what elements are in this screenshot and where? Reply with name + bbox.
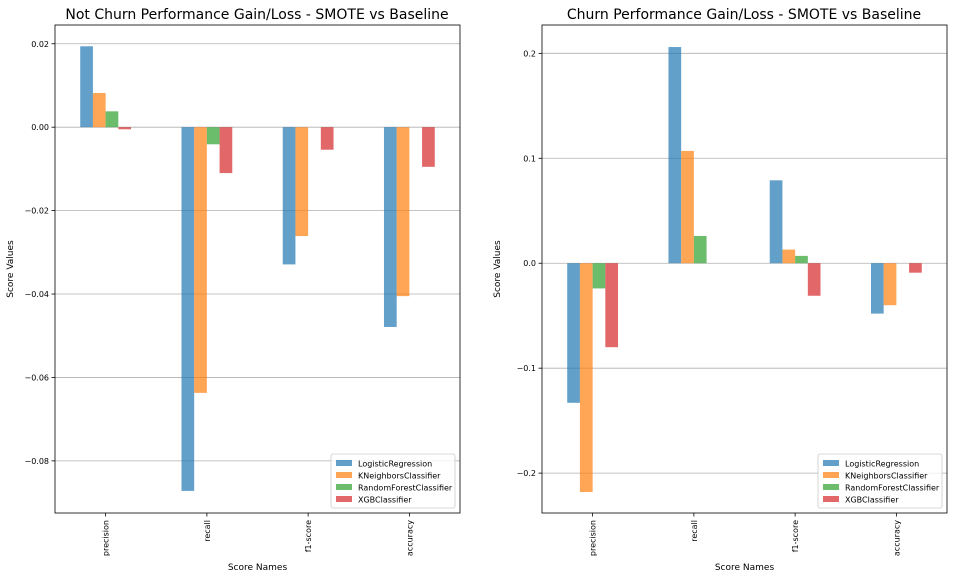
y-tick-label: 0.02: [31, 40, 49, 49]
bar-randomforestclassifier-recall: [693, 235, 707, 264]
bar-randomforestclassifier-f1-score: [795, 255, 808, 264]
y-tick-label: −0.04: [24, 290, 49, 299]
x-tick-label: precision: [589, 520, 598, 556]
x-axis-label: Score Names: [228, 563, 288, 573]
bar-xgbclassifier-precision: [118, 127, 132, 130]
bar-logisticregression-f1-score: [769, 180, 783, 264]
legend-label: LogisticRegression: [845, 460, 919, 469]
chart-title: Churn Performance Gain/Loss - SMOTE vs B…: [567, 7, 921, 23]
legend-swatch: [823, 484, 839, 490]
legend-label: RandomForestClassifier: [845, 484, 940, 493]
x-tick-label: accuracy: [892, 520, 901, 556]
y-tick-label: 0.1: [523, 154, 536, 163]
bar-xgbclassifier-recall: [219, 127, 233, 174]
bar-randomforestclassifier-recall: [206, 127, 220, 145]
bar-randomforestclassifier-precision: [105, 111, 119, 128]
legend-box: [330, 453, 456, 509]
bar-logisticregression-recall: [668, 47, 682, 264]
y-axis-label: Score Values: [6, 240, 16, 298]
bar-logisticregression-recall: [181, 127, 195, 491]
legend-swatch: [823, 460, 839, 466]
y-tick-label: 0.00: [31, 123, 49, 132]
x-tick-label: accuracy: [405, 520, 414, 556]
bar-logisticregression-f1-score: [282, 127, 296, 265]
bar-kneighborsclassifier-f1-score: [295, 127, 309, 237]
bar-logisticregression-accuracy: [870, 263, 884, 314]
legend-swatch: [823, 496, 839, 502]
legend-swatch: [336, 496, 352, 502]
bar-xgbclassifier-f1-score: [807, 263, 821, 296]
bar-kneighborsclassifier-recall: [681, 150, 694, 264]
legend-label: LogisticRegression: [358, 460, 432, 469]
legend-label: KNeighborsClassifier: [358, 472, 441, 481]
legend: LogisticRegression KNeighborsClassifier Ra…: [817, 453, 943, 509]
chart-churn: 0.2 0.1 0.0 −0.1 −0.2 precision recall f1-score…: [493, 7, 948, 573]
y-tick-label: 0.2: [523, 49, 536, 58]
legend-label: XGBClassifier: [845, 496, 899, 505]
legend-label: XGBClassifier: [358, 496, 412, 505]
legend-swatch: [336, 460, 352, 466]
legend-swatch: [336, 484, 352, 490]
x-tick-label: recall: [203, 520, 212, 542]
bar-kneighborsclassifier-recall: [194, 127, 207, 393]
y-axis-label: Score Values: [493, 240, 503, 298]
legend-label: KNeighborsClassifier: [845, 472, 928, 481]
plot-frame: [54, 24, 461, 514]
bar-kneighborsclassifier-precision: [92, 92, 106, 128]
x-tick-label: f1-score: [791, 520, 800, 552]
bar-logisticregression-accuracy: [383, 127, 397, 327]
bar-xgbclassifier-accuracy: [909, 263, 922, 273]
x-tick-label: f1-score: [304, 520, 313, 552]
bar-kneighborsclassifier-accuracy: [883, 263, 897, 306]
bar-logisticregression-precision: [567, 263, 580, 403]
y-tick-label: −0.1: [517, 364, 536, 373]
bar-logisticregression-precision: [80, 46, 93, 128]
y-tick-label: −0.08: [24, 457, 49, 466]
bar-kneighborsclassifier-precision: [579, 263, 593, 493]
chart-title: Not Churn Performance Gain/Loss - SMOTE …: [65, 7, 448, 23]
bar-kneighborsclassifier-accuracy: [396, 127, 410, 297]
bar-xgbclassifier-precision: [605, 263, 619, 348]
x-axis-label: Score Names: [715, 563, 775, 573]
y-tick-label: 0.0: [523, 259, 536, 268]
bar-randomforestclassifier-precision: [592, 263, 606, 289]
legend-label: RandomForestClassifier: [358, 484, 453, 493]
plot-frame: [541, 24, 948, 514]
bar-kneighborsclassifier-f1-score: [782, 249, 796, 264]
y-tick-label: −0.06: [24, 373, 49, 382]
chart-not-churn: 0.02 0.00 −0.02 −0.04 −0.06 −0.08 precision rec…: [6, 7, 461, 573]
x-tick-label: precision: [102, 520, 111, 556]
bar-xgbclassifier-accuracy: [422, 127, 435, 167]
x-tick-label: recall: [690, 520, 699, 542]
y-tick-label: −0.02: [24, 207, 49, 216]
bar-xgbclassifier-f1-score: [320, 127, 334, 150]
legend-swatch: [336, 472, 352, 478]
legend: LogisticRegression KNeighborsClassifier Ra…: [330, 453, 456, 509]
legend-box: [817, 453, 943, 509]
y-tick-label: −0.2: [517, 469, 536, 478]
legend-swatch: [823, 472, 839, 478]
